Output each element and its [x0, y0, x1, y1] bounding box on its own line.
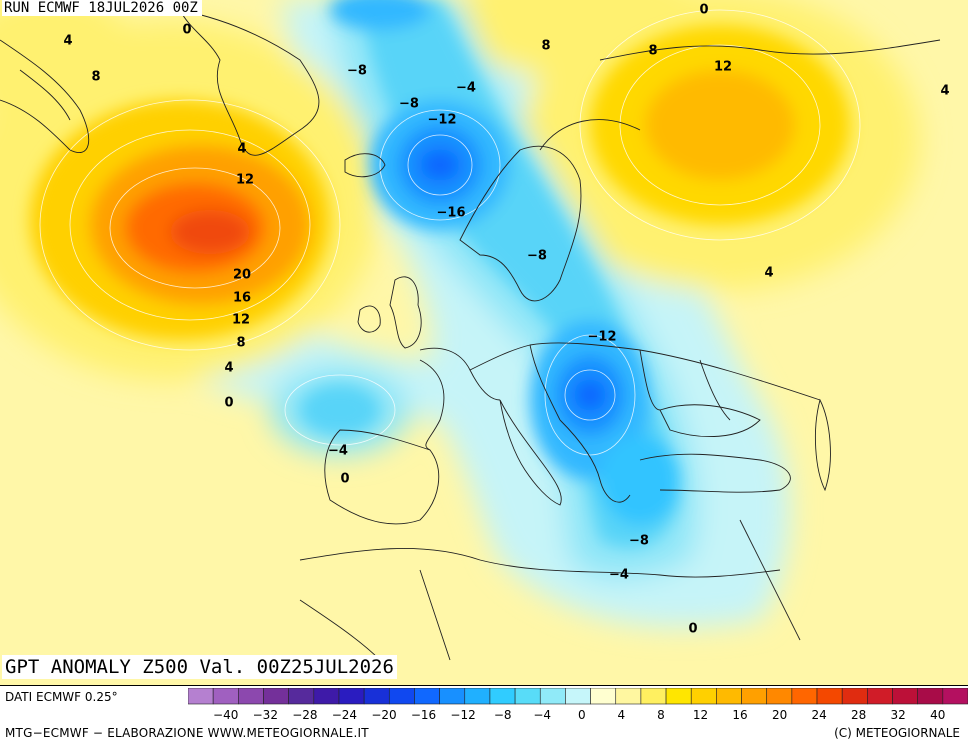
color-swatch [238, 688, 264, 705]
contour-label: −8 [629, 534, 649, 549]
color-swatch [439, 688, 466, 705]
color-swatch [464, 688, 491, 705]
contour-label: −12 [428, 113, 457, 128]
color-swatch [917, 688, 944, 705]
contour-label: −8 [527, 249, 547, 264]
color-swatch [640, 688, 667, 705]
dati-label: DATI ECMWF 0.25° [5, 690, 118, 704]
color-swatch [766, 688, 793, 705]
contour-label: −8 [399, 97, 419, 112]
map-title: GPT ANOMALY Z500 Val. 00Z25JUL2026 [2, 655, 397, 679]
color-swatch [690, 688, 717, 705]
color-swatch [892, 688, 918, 705]
color-swatch [414, 688, 440, 705]
contour-label: 12 [236, 173, 254, 188]
color-swatch [288, 688, 315, 705]
credits-left: MTG−ECMWF − ELABORAZIONE WWW.METEOGIORNA… [5, 726, 369, 740]
color-swatch [338, 688, 365, 705]
color-scale: −40 −32 −28 −24 −20 −16 −12 −8 −4 0 4 8 12 16 20 24 28 32… [188, 688, 968, 722]
scale-tick-label: 32 [891, 708, 906, 722]
scale-tick-label: −40 [213, 708, 238, 722]
color-swatch [565, 688, 591, 705]
contour-label: −4 [328, 444, 348, 459]
contour-label: 0 [224, 396, 233, 411]
contour-label: 4 [940, 84, 949, 99]
color-swatch [188, 688, 214, 705]
color-swatch [716, 688, 742, 705]
scale-tick-label: 40 [930, 708, 945, 722]
contour-label: 4 [237, 142, 246, 157]
contour-label: 16 [233, 291, 251, 306]
color-swatch [791, 688, 818, 705]
color-swatch [590, 688, 617, 705]
contour-label: 8 [541, 39, 550, 54]
contour-label: 0 [182, 23, 191, 38]
contour-lines [39, 9, 861, 456]
run-label: RUN ECMWF 18JUL2026 00Z [2, 0, 202, 16]
coastlines [0, 9, 941, 661]
color-swatch [263, 688, 289, 705]
contour-label: −12 [588, 330, 617, 345]
contour-label: 8 [236, 336, 245, 351]
scale-tick-label: 28 [851, 708, 866, 722]
color-swatch [388, 688, 415, 705]
scale-tick-label: −12 [450, 708, 475, 722]
contour-label: −16 [437, 206, 466, 221]
contour-label: 12 [232, 313, 250, 328]
scale-tick-label: 20 [772, 708, 787, 722]
contour-label: −4 [456, 81, 476, 96]
scale-tick-label: 4 [617, 708, 625, 722]
scale-tick-label: 8 [657, 708, 665, 722]
contour-label: 4 [764, 266, 773, 281]
contour-label: 20 [233, 268, 251, 283]
color-swatch [615, 688, 642, 705]
contour-label: 4 [224, 361, 233, 376]
color-swatch [313, 688, 340, 705]
color-swatch [489, 688, 516, 705]
scale-tick-label: −8 [494, 708, 512, 722]
color-swatch [816, 688, 843, 705]
color-swatch [741, 688, 768, 705]
color-swatch [212, 688, 239, 705]
color-swatch [867, 688, 893, 705]
scale-tick-label: 16 [732, 708, 747, 722]
contour-label: −8 [347, 64, 367, 79]
color-swatch [665, 688, 692, 705]
credits-right: (C) METEOGIORNALE [834, 726, 960, 740]
contour-label: −4 [609, 568, 629, 583]
scale-tick-label: 24 [811, 708, 826, 722]
color-swatch [942, 688, 968, 705]
scale-tick-label: 12 [693, 708, 708, 722]
contour-label: 8 [91, 70, 100, 85]
scale-tick-label: −16 [411, 708, 436, 722]
color-swatch [841, 688, 868, 705]
scale-tick-label: −32 [253, 708, 278, 722]
contour-label: 4 [63, 34, 72, 49]
anomaly-map: 048412201612840−8−8−4−12−16−8−12−40−8−40… [0, 0, 968, 685]
contour-label: 8 [648, 44, 657, 59]
contour-label: 0 [340, 472, 349, 487]
contour-labels: 048412201612840−8−8−4−12−16−8−12−40−8−40… [63, 3, 949, 637]
contour-label: 0 [699, 3, 708, 18]
scale-tick-label: 0 [578, 708, 586, 722]
scale-tick-label: −20 [371, 708, 396, 722]
contour-label: 0 [688, 622, 697, 637]
scale-tick-label: −24 [332, 708, 357, 722]
scale-tick-label: −4 [533, 708, 551, 722]
contour-label: 12 [714, 60, 732, 75]
color-swatch [539, 688, 566, 705]
color-swatch [514, 688, 541, 705]
scale-tick-label: −28 [292, 708, 317, 722]
color-swatch [363, 688, 390, 705]
